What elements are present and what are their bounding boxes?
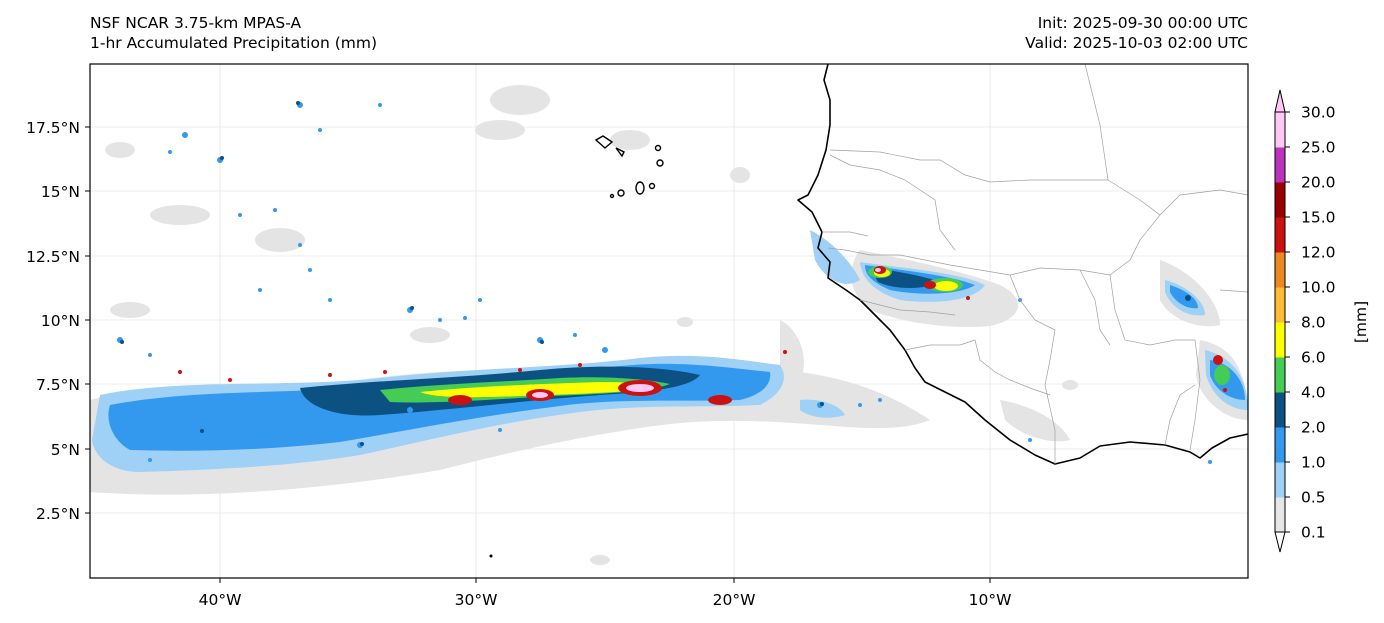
- header-right: Init: 2025-09-30 00:00 UTC Valid: 2025-1…: [1025, 13, 1248, 53]
- colorbar-segment: [1275, 462, 1285, 498]
- colorbar-extend-max: [1274, 89, 1286, 113]
- colorbar-segment: [1275, 427, 1285, 463]
- colorbar-unit-label: [mm]: [1352, 301, 1370, 343]
- colorbar-tick-label: 20.0: [1301, 174, 1336, 192]
- map-background: [90, 64, 1248, 578]
- colorbar-segment: [1275, 147, 1285, 183]
- colorbar-tick-label: 15.0: [1301, 209, 1336, 227]
- colorbar-tick-label: 0.1: [1301, 524, 1326, 542]
- lat-tick-label: 2.5°N: [36, 505, 80, 523]
- field-title: 1-hr Accumulated Precipitation (mm): [90, 34, 377, 52]
- colorbar-segment: [1275, 357, 1285, 393]
- lat-tick-label: 10°N: [41, 312, 80, 330]
- colorbar-segment: [1275, 112, 1285, 148]
- lon-tick-label: 10°W: [969, 591, 1012, 609]
- colorbar-tick-label: 0.5: [1301, 489, 1326, 507]
- colorbar-segment: [1275, 392, 1285, 428]
- colorbar-segment: [1275, 217, 1285, 253]
- colorbar: 0.1 0.5 1.0 2.0 4.0 6.0 8.0 10.0 12.0 15.0 20.0 25.…: [1274, 89, 1370, 553]
- lon-tick-label: 30°W: [455, 591, 498, 609]
- colorbar-segment: [1275, 287, 1285, 323]
- colorbar-tick-label: 25.0: [1301, 139, 1336, 157]
- core-pink-areas: [532, 268, 881, 398]
- colorbar-tick-label: 2.0: [1301, 419, 1326, 437]
- model-title: NSF NCAR 3.75-km MPAS-A: [90, 14, 302, 32]
- lat-tick-label: 7.5°N: [36, 376, 80, 394]
- map-frame: [89, 63, 1249, 579]
- lon-axis: 40°W 30°W 20°W 10°W: [199, 578, 1012, 609]
- scattered-showers: [117, 102, 1212, 464]
- valid-time: Valid: 2025-10-03 02:00 UTC: [1025, 34, 1248, 52]
- lat-tick-label: 15°N: [41, 183, 80, 201]
- colorbar-segment: [1275, 322, 1285, 358]
- lat-axis: 17.5°N 15°N 12.5°N 10°N 7.5°N 5°N 2.5°N: [26, 119, 90, 523]
- colorbar-tick-label: 30.0: [1301, 104, 1336, 122]
- colorbar-segment: [1275, 252, 1285, 288]
- lat-tick-label: 12.5°N: [26, 248, 80, 266]
- colorbar-tick-label: 10.0: [1301, 279, 1336, 297]
- colorbar-tick-label: 12.0: [1301, 244, 1336, 262]
- lat-tick-label: 5°N: [51, 441, 80, 459]
- colorbar-tick-label: 8.0: [1301, 314, 1326, 332]
- island-dot: [489, 554, 493, 558]
- header-left: NSF NCAR 3.75-km MPAS-A 1-hr Accumulated…: [90, 13, 377, 53]
- scattered-intense-showers: [120, 101, 1191, 446]
- colorbar-tick-label: 6.0: [1301, 349, 1326, 367]
- colorbar-segment: [1275, 497, 1285, 533]
- colorbar-segment: [1275, 182, 1285, 218]
- colorbar-extend-min: [1274, 531, 1286, 553]
- colorbar-tick-label: 1.0: [1301, 454, 1326, 472]
- scattered-red-cells: [178, 296, 1227, 392]
- cape-verde-islands: [594, 135, 664, 199]
- lon-tick-label: 40°W: [199, 591, 242, 609]
- colorbar-segments: [1274, 89, 1286, 553]
- country-borders: [822, 64, 1248, 464]
- lat-tick-label: 17.5°N: [26, 119, 80, 137]
- colorbar-tick-label: 4.0: [1301, 384, 1326, 402]
- colorbar-labels: 0.1 0.5 1.0 2.0 4.0 6.0 8.0 10.0 12.0 15.0 20.0 25.…: [1285, 104, 1336, 542]
- init-time: Init: 2025-09-30 00:00 UTC: [1037, 14, 1248, 32]
- lon-tick-label: 20°W: [713, 591, 756, 609]
